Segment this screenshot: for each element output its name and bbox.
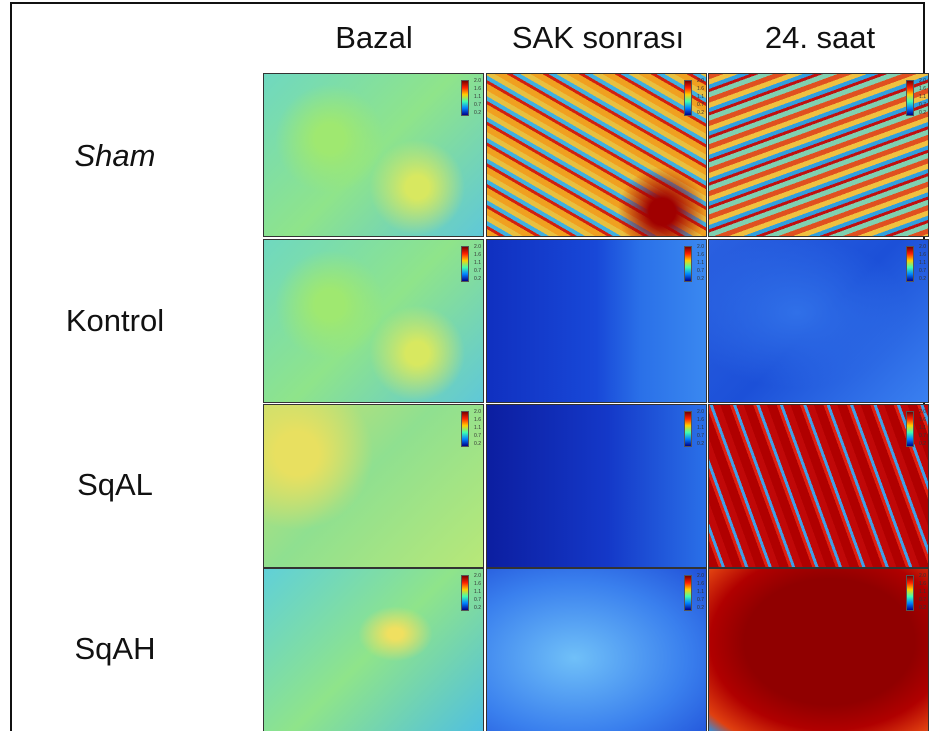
- colorbar-label: 0.2: [474, 606, 481, 611]
- colorbar-label: 0.7: [697, 434, 704, 439]
- colorbar-label: 1.1: [474, 261, 481, 266]
- colorbar-label: 1.6: [919, 87, 926, 92]
- colorbar-label: 1.6: [697, 582, 704, 587]
- speckle-image: 2.0 1.6 1.1 0.7 0.2: [263, 404, 484, 568]
- row-label: Sham: [40, 138, 190, 174]
- speckle-image: 2.0 1.6 1.1 0.7 0.2: [263, 73, 484, 237]
- colorbar-label: 1.6: [919, 253, 926, 258]
- colorbar-label: 0.7: [474, 103, 481, 108]
- colorbar-label: 2.0: [474, 79, 481, 84]
- colorbar-label: 1.1: [474, 426, 481, 431]
- column-header: 24. saat: [709, 20, 929, 56]
- figure: Bazal SAK sonrası 24. saat Sham Kontrol …: [0, 0, 929, 731]
- colorbar-label: 0.2: [919, 277, 926, 282]
- speckle-image: 2.0 1.6 1.1 0.7 0.2: [486, 239, 707, 403]
- colorbar: [906, 411, 914, 447]
- colorbar-label: 1.6: [474, 418, 481, 423]
- colorbar-label: 1.6: [697, 418, 704, 423]
- colorbar-label: 0.2: [697, 442, 704, 447]
- colorbar: [906, 246, 914, 282]
- colorbar-label: 0.7: [919, 103, 926, 108]
- speckle-image: 2.0 1.6 1.1 0.7 0.2: [486, 73, 707, 237]
- colorbar-label: 0.7: [474, 269, 481, 274]
- colorbar-label: 2.0: [919, 410, 926, 415]
- colorbar-label: 1.1: [697, 95, 704, 100]
- colorbar-label: 0.7: [919, 598, 926, 603]
- colorbar-label: 0.7: [474, 434, 481, 439]
- colorbar-label: 2.0: [697, 245, 704, 250]
- colorbar-label: 2.0: [697, 410, 704, 415]
- colorbar-label: 2.0: [474, 410, 481, 415]
- colorbar: [684, 246, 692, 282]
- colorbar-label: 1.6: [697, 253, 704, 258]
- colorbar-label: 0.7: [697, 103, 704, 108]
- colorbar: [684, 411, 692, 447]
- colorbar-label: 1.6: [474, 253, 481, 258]
- colorbar: [684, 80, 692, 116]
- colorbar-label: 0.2: [919, 606, 926, 611]
- colorbar-label: 0.2: [474, 277, 481, 282]
- colorbar: [461, 80, 469, 116]
- colorbar-label: 1.1: [919, 590, 926, 595]
- speckle-image: 2.0 1.6 1.1 0.7 0.2: [263, 568, 484, 731]
- colorbar-label: 0.2: [697, 277, 704, 282]
- colorbar-label: 0.2: [919, 111, 926, 116]
- colorbar-label: 0.2: [919, 442, 926, 447]
- speckle-image: 2.0 1.6 1.1 0.7 0.2: [708, 568, 929, 731]
- speckle-image: 2.0 1.6 1.1 0.7 0.2: [708, 239, 929, 403]
- colorbar-label: 1.6: [919, 582, 926, 587]
- speckle-image: 2.0 1.6 1.1 0.7 0.2: [708, 73, 929, 237]
- colorbar-label: 2.0: [919, 79, 926, 84]
- column-header: Bazal: [263, 20, 485, 56]
- colorbar-label: 2.0: [919, 574, 926, 579]
- row-label: SqAL: [40, 467, 190, 503]
- colorbar-label: 1.6: [474, 582, 481, 587]
- colorbar-label: 1.6: [697, 87, 704, 92]
- speckle-image: 2.0 1.6 1.1 0.7 0.2: [708, 404, 929, 568]
- colorbar-label: 2.0: [697, 574, 704, 579]
- colorbar-label: 0.7: [474, 598, 481, 603]
- colorbar-label: 0.2: [474, 111, 481, 116]
- row-label: SqAH: [40, 631, 190, 667]
- colorbar-label: 1.1: [474, 95, 481, 100]
- colorbar-label: 1.6: [919, 418, 926, 423]
- colorbar-label: 1.1: [919, 95, 926, 100]
- colorbar-label: 0.7: [919, 269, 926, 274]
- colorbar: [906, 80, 914, 116]
- colorbar-label: 0.2: [697, 606, 704, 611]
- colorbar-label: 0.2: [697, 111, 704, 116]
- colorbar-label: 1.1: [697, 261, 704, 266]
- speckle-image: 2.0 1.6 1.1 0.7 0.2: [263, 239, 484, 403]
- colorbar-label: 1.1: [919, 261, 926, 266]
- colorbar-label: 2.0: [474, 245, 481, 250]
- colorbar: [461, 246, 469, 282]
- colorbar: [461, 575, 469, 611]
- speckle-image: 2.0 1.6 1.1 0.7 0.2: [486, 404, 707, 568]
- colorbar: [684, 575, 692, 611]
- colorbar-label: 2.0: [697, 79, 704, 84]
- colorbar-label: 0.7: [697, 269, 704, 274]
- row-label: Kontrol: [40, 303, 190, 339]
- colorbar-label: 0.7: [697, 598, 704, 603]
- colorbar-label: 0.7: [919, 434, 926, 439]
- column-header: SAK sonrası: [487, 20, 709, 56]
- colorbar-label: 1.1: [919, 426, 926, 431]
- colorbar-label: 1.1: [697, 590, 704, 595]
- colorbar-label: 1.6: [474, 87, 481, 92]
- colorbar-label: 1.1: [474, 590, 481, 595]
- colorbar: [461, 411, 469, 447]
- colorbar-label: 1.1: [697, 426, 704, 431]
- colorbar-label: 0.2: [474, 442, 481, 447]
- colorbar: [906, 575, 914, 611]
- speckle-image: 2.0 1.6 1.1 0.7 0.2: [486, 568, 707, 731]
- colorbar-label: 2.0: [474, 574, 481, 579]
- colorbar-label: 2.0: [919, 245, 926, 250]
